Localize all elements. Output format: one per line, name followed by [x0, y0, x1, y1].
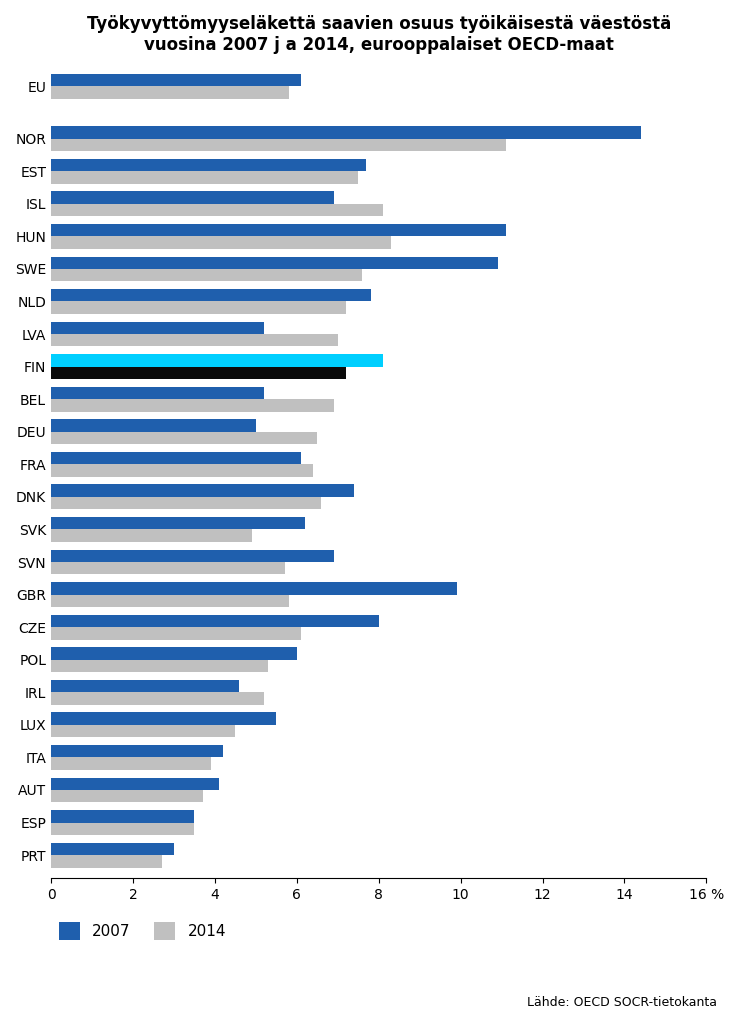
Bar	[51, 420, 256, 432]
Bar	[51, 843, 174, 855]
Title: Työkyvyttömyyseläkettä saavien osuus työikäisestä väestöstä
vuosina 2007 j a 201: Työkyvyttömyyseläkettä saavien osuus työ…	[86, 15, 671, 54]
Bar	[51, 159, 367, 171]
Bar	[51, 595, 289, 607]
Bar	[51, 354, 383, 367]
Bar	[51, 387, 264, 399]
Bar	[51, 126, 641, 138]
Bar	[51, 855, 162, 867]
Bar	[51, 322, 264, 334]
Bar	[51, 725, 236, 737]
Bar	[51, 452, 301, 464]
Bar	[51, 517, 305, 529]
Bar	[51, 810, 194, 822]
Bar	[51, 138, 505, 151]
Bar	[51, 204, 383, 216]
Bar	[51, 745, 223, 758]
Bar	[51, 497, 321, 509]
Bar	[51, 550, 334, 562]
Bar	[51, 269, 362, 282]
Bar	[51, 224, 505, 237]
Bar	[51, 484, 354, 497]
Bar	[51, 822, 194, 835]
Bar	[51, 74, 301, 86]
Bar	[51, 86, 289, 99]
Bar	[51, 432, 317, 444]
Bar	[51, 171, 358, 183]
Bar	[51, 583, 457, 595]
Bar	[51, 777, 219, 790]
Bar	[51, 680, 239, 692]
Bar	[51, 529, 252, 542]
Bar	[51, 301, 346, 313]
Bar	[51, 191, 334, 204]
Bar	[51, 692, 264, 705]
Bar	[51, 334, 338, 346]
Bar	[51, 647, 297, 659]
Bar	[51, 713, 276, 725]
Bar	[51, 256, 497, 269]
Bar	[51, 758, 211, 770]
Bar	[51, 627, 301, 640]
Bar	[51, 562, 285, 574]
Bar	[51, 464, 313, 477]
Bar	[51, 614, 379, 627]
Bar	[51, 289, 370, 301]
Legend: 2007, 2014: 2007, 2014	[58, 922, 226, 939]
Bar	[51, 399, 334, 412]
Bar	[51, 659, 268, 672]
Bar	[51, 237, 391, 249]
Bar	[51, 367, 346, 379]
Bar	[51, 790, 202, 803]
Text: Lähde: OECD SOCR-tietokanta: Lähde: OECD SOCR-tietokanta	[527, 995, 717, 1009]
